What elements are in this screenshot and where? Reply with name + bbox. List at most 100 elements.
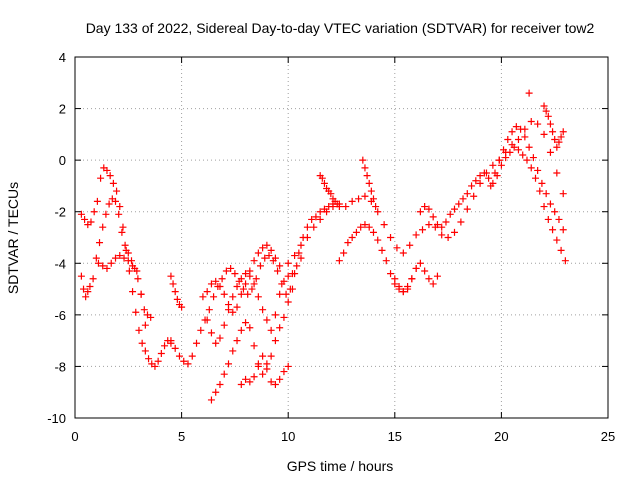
series-sat-a	[77, 164, 175, 370]
data-point	[89, 275, 97, 283]
data-point	[77, 272, 85, 280]
data-point	[549, 128, 557, 136]
data-point	[197, 326, 205, 334]
data-point	[242, 280, 250, 288]
data-point	[506, 148, 514, 156]
data-point	[99, 262, 107, 270]
data-point	[124, 249, 132, 257]
data-point	[171, 344, 179, 352]
data-point	[367, 187, 375, 195]
data-point	[233, 337, 241, 345]
data-point	[103, 166, 111, 174]
x-tick-label: 10	[281, 429, 295, 444]
data-point	[487, 182, 495, 190]
series-sat-o	[416, 143, 569, 265]
data-point	[463, 190, 471, 198]
data-point	[173, 295, 181, 303]
data-point	[248, 285, 256, 293]
data-point	[218, 275, 226, 283]
data-point	[133, 267, 141, 275]
data-point	[120, 254, 128, 262]
data-point	[429, 280, 437, 288]
data-point	[532, 174, 540, 182]
data-point	[540, 130, 548, 138]
data-point	[502, 154, 510, 162]
data-point	[361, 221, 369, 229]
data-point	[225, 360, 233, 368]
data-point	[312, 213, 320, 221]
data-point	[220, 321, 228, 329]
y-tick-label: -10	[47, 411, 66, 426]
data-point	[250, 257, 258, 265]
x-tick-label: 20	[494, 429, 508, 444]
data-point	[553, 169, 561, 177]
data-point	[92, 254, 100, 262]
data-point	[425, 221, 433, 229]
data-point	[438, 231, 446, 239]
data-point	[361, 192, 369, 200]
data-point	[303, 234, 311, 241]
data-point	[433, 221, 441, 229]
data-point	[472, 177, 480, 185]
data-point	[555, 138, 563, 146]
series-sat-c	[94, 252, 149, 329]
x-tick-label: 25	[601, 429, 615, 444]
data-point	[288, 285, 296, 293]
data-point	[459, 195, 467, 203]
data-point	[242, 270, 250, 278]
x-tick-label: 15	[388, 429, 402, 444]
data-point	[546, 200, 554, 208]
data-point	[534, 120, 542, 128]
data-point	[113, 187, 121, 195]
data-point	[514, 136, 522, 144]
data-point	[280, 277, 288, 285]
data-point	[271, 380, 279, 388]
data-point	[519, 151, 527, 159]
data-point	[87, 218, 95, 226]
data-point	[446, 210, 454, 218]
data-point	[106, 172, 114, 180]
data-point	[497, 161, 505, 169]
data-point	[246, 324, 254, 332]
data-point	[391, 275, 399, 283]
data-point	[406, 241, 414, 249]
data-point	[138, 339, 146, 347]
data-point	[438, 223, 446, 231]
data-point	[329, 203, 337, 211]
data-point	[94, 259, 102, 267]
data-point	[203, 288, 211, 296]
data-point	[109, 179, 117, 187]
series-sat-e	[167, 272, 186, 311]
data-point	[140, 306, 148, 314]
series-sat-h	[203, 254, 305, 347]
data-point	[536, 187, 544, 195]
y-tick-label: 0	[59, 153, 66, 168]
data-point	[105, 200, 113, 208]
data-point	[544, 215, 552, 223]
x-tick-label: 0	[71, 429, 78, 444]
data-point	[175, 352, 183, 360]
x-axis-label: GPS time / hours	[287, 458, 394, 474]
data-point	[416, 208, 424, 216]
data-point	[254, 362, 262, 370]
data-point	[559, 226, 567, 234]
data-point	[378, 246, 386, 254]
data-point	[80, 285, 88, 293]
data-point	[495, 156, 503, 164]
data-point	[365, 179, 373, 187]
data-point	[84, 288, 92, 296]
data-point	[335, 203, 343, 211]
data-point	[271, 337, 279, 345]
data-point	[517, 125, 525, 133]
data-point	[555, 215, 563, 223]
data-point	[254, 293, 262, 301]
data-point	[250, 373, 258, 381]
data-point	[271, 311, 279, 319]
data-point	[408, 275, 416, 283]
y-tick-label: -2	[54, 205, 66, 220]
data-point	[316, 215, 324, 223]
data-point	[557, 133, 565, 141]
data-point	[320, 179, 328, 187]
data-point	[387, 270, 395, 278]
data-point	[256, 262, 264, 270]
